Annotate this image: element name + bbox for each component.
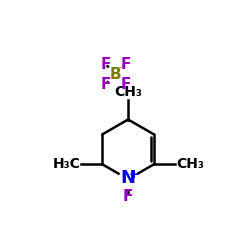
Text: F: F: [100, 76, 111, 92]
Text: +: +: [128, 168, 139, 181]
Text: B: B: [110, 67, 122, 82]
Text: F: F: [120, 76, 130, 92]
Text: F: F: [100, 57, 111, 72]
Text: F: F: [123, 189, 133, 204]
Text: F: F: [120, 57, 130, 72]
Text: CH₃: CH₃: [176, 157, 204, 171]
Text: ⁻: ⁻: [117, 64, 123, 77]
Text: CH₃: CH₃: [114, 85, 142, 99]
Text: N: N: [120, 169, 136, 187]
Text: H₃C: H₃C: [52, 157, 80, 171]
